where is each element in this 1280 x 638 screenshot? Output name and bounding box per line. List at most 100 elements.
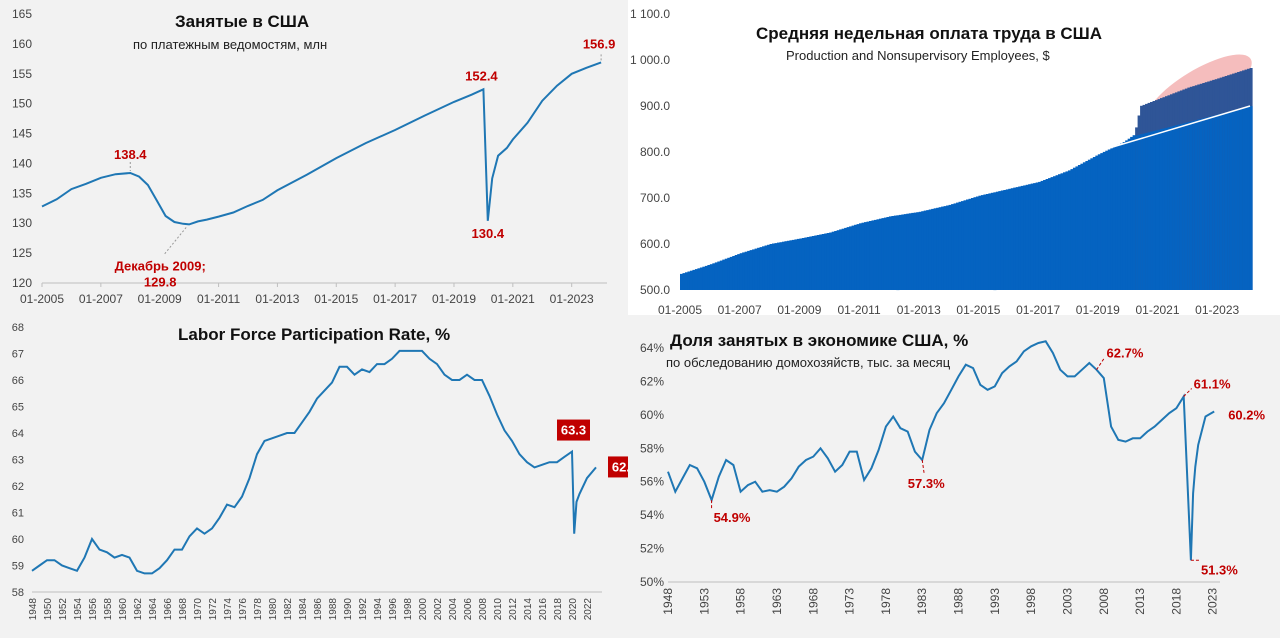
p2-bar [1112, 147, 1116, 290]
p2-bar [943, 206, 947, 290]
p3-x-tick-label: 1956 [88, 598, 99, 621]
p2-bar [826, 233, 830, 290]
p1-y-tick-label: 135 [12, 186, 32, 200]
p2-bar [988, 193, 992, 290]
chart-employment-payrolls: 120 125 130 135 140 145 150 155 160 165 01-2005 01-… [0, 0, 620, 315]
chart-labor-force-participation: 58 59 60 61 62 63 64 65 66 67 68 1948 1950 1952 1954 19… [0, 315, 628, 638]
p2-bar [931, 208, 935, 290]
p2-bar [881, 218, 885, 290]
p2-bar [1062, 172, 1067, 290]
p3-x-tick-label: 1988 [328, 598, 339, 621]
p2-bar [764, 245, 768, 290]
p2-bar [841, 228, 845, 290]
p2-bar [1092, 157, 1096, 290]
p2-bar [916, 212, 920, 290]
p3-x-tick-label: 1966 [163, 598, 174, 621]
p2-bar [1058, 174, 1062, 290]
p2-x-tick-label: 01-2011 [837, 303, 880, 315]
p2-bar [1048, 178, 1052, 290]
p2-bar-base [1237, 109, 1241, 290]
p2-bar [1082, 162, 1086, 290]
p2-bar [1130, 136, 1134, 290]
p2-bar [936, 207, 940, 290]
p2-bar [786, 240, 791, 290]
chart-p4-title: Доля занятых в экономике США, % [670, 331, 969, 350]
p2-bar [742, 252, 746, 290]
p2-bar-base [1152, 131, 1156, 290]
p2-bar-base [1184, 122, 1188, 290]
p3-y-tick-label: 66 [12, 375, 24, 387]
p3-annotation-label: 63.3 [561, 423, 586, 438]
p2-bar-base [1217, 114, 1221, 291]
p2-bar [1018, 186, 1022, 290]
p2-bar [913, 212, 917, 290]
p2-bar [759, 247, 763, 290]
p2-bar [776, 242, 781, 290]
p3-annotation-box [608, 456, 628, 478]
p2-y-tick-label: 1 000.0 [630, 53, 670, 67]
p2-x-tick-label: 01-2015 [956, 303, 1000, 315]
p3-x-tick-label: 2002 [433, 598, 444, 621]
p2-bar [1053, 176, 1057, 290]
p2-bar-base [1214, 115, 1218, 290]
p2-bar [831, 231, 835, 290]
p3-x-tick-label: 2000 [418, 598, 429, 621]
p2-bar [722, 259, 726, 290]
p2-bar [1067, 170, 1072, 290]
p3-x-tick-label: 1996 [388, 598, 399, 621]
p4-x-tick-label: 2023 [1206, 588, 1220, 615]
p2-bar [859, 223, 863, 290]
p4-x-tick-label: 2018 [1169, 588, 1183, 615]
p2-bar [1028, 184, 1032, 290]
p2-bar [1120, 143, 1124, 290]
p3-annotation-box [557, 419, 590, 441]
p2-bar [687, 271, 691, 290]
p2-y-tick-label: 800.0 [640, 145, 670, 159]
p1-series-line [41, 61, 602, 226]
p3-x-tick-label: 1998 [403, 598, 414, 621]
p4-x-tick-label: 1948 [661, 588, 675, 615]
p2-bar-base [1189, 121, 1193, 290]
p1-annotation-label: 138.4 [114, 147, 147, 162]
p3-x-tick-label: 1984 [298, 598, 309, 621]
p2-bar [968, 198, 972, 290]
p2-bar-base [1224, 112, 1228, 290]
p2-x-tick-label: 01-2019 [1076, 303, 1120, 315]
p2-bar [1125, 140, 1129, 290]
p3-x-tick-label: 2018 [553, 598, 564, 621]
p2-bar [983, 194, 987, 290]
p2-bar [1087, 159, 1091, 290]
p2-bar [948, 204, 952, 290]
p1-x-tick-label: 01-2021 [491, 292, 535, 306]
p1-x-tick-label: 01-2011 [197, 292, 240, 306]
p2-bar [854, 224, 858, 290]
p2-bar-base [1199, 118, 1203, 291]
p2-bar [966, 199, 970, 290]
p2-bar [734, 255, 738, 290]
p2-bar [849, 226, 853, 290]
p2-bar [1025, 184, 1029, 290]
p2-bar [963, 200, 967, 290]
chart-employment-population-ratio: 50% 52% 54% 56% 58% 60% 62% 64% 1948 1953 1958 1963… [628, 315, 1280, 638]
p2-bar-base [1187, 122, 1191, 290]
p2-x-tick-label: 01-2013 [897, 303, 941, 315]
p2-bar [993, 192, 997, 291]
p2-bar [784, 241, 788, 290]
p2-bar [908, 213, 912, 290]
p1-x-tick-label: 01-2023 [550, 292, 594, 306]
p2-bar-base [1219, 113, 1223, 290]
p1-y-tick-label: 130 [12, 216, 32, 230]
p2-bar-base [1179, 124, 1183, 290]
p2-bar [727, 257, 731, 290]
p2-bar [697, 268, 701, 290]
p4-y-tick-label: 58% [640, 441, 664, 455]
p4-x-tick-label: 1973 [843, 588, 857, 615]
p4-x-tick-label: 1998 [1024, 588, 1038, 615]
p2-bar [883, 217, 888, 290]
p2-bar [1085, 161, 1089, 290]
p2-bar [876, 219, 880, 290]
p2-bar-base [1232, 110, 1236, 290]
p2-bar [732, 256, 736, 290]
p2-bar [951, 204, 955, 290]
p1-annotation-label: 129.8 [144, 274, 177, 289]
